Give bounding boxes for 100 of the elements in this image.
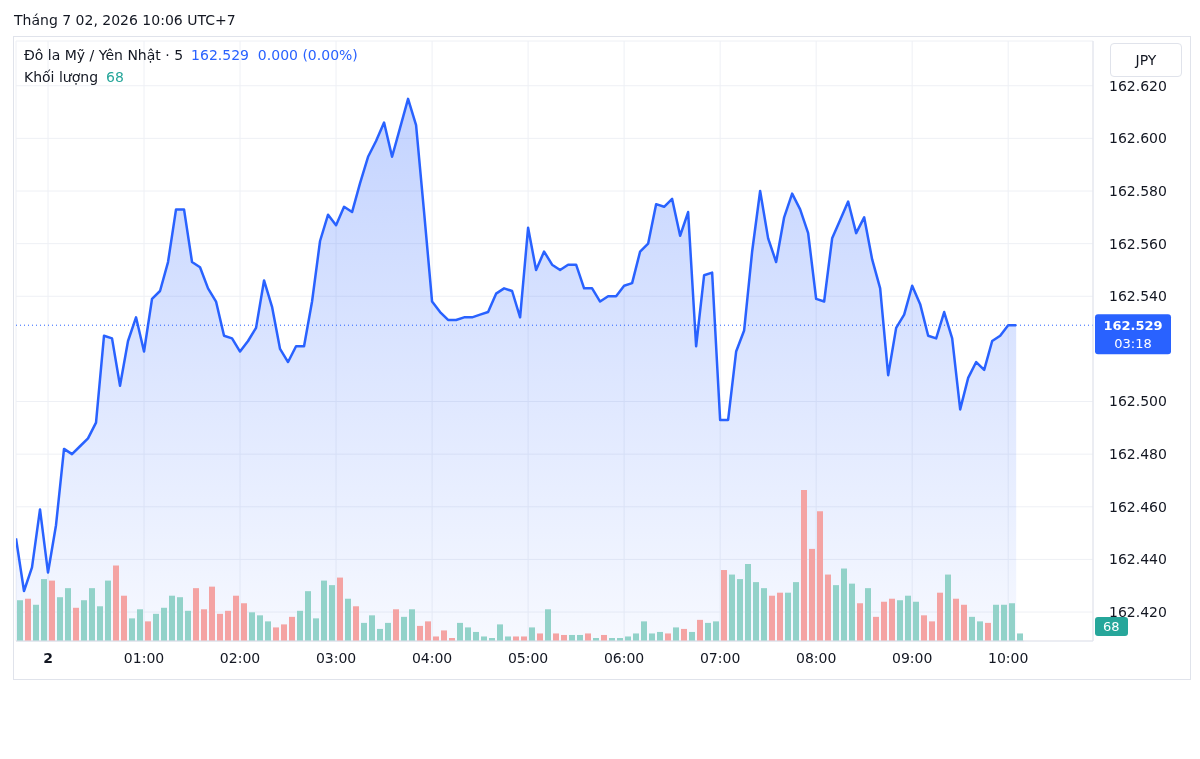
y-tick-label: 162.440 — [1109, 551, 1167, 568]
bar — [233, 595, 239, 641]
bar — [1001, 604, 1007, 641]
bar — [57, 597, 63, 641]
bar — [769, 595, 775, 641]
y-tick-label: 162.480 — [1109, 446, 1167, 463]
bar — [105, 580, 111, 641]
bar — [953, 598, 959, 641]
bar — [121, 595, 127, 641]
bar — [817, 511, 823, 641]
bar — [305, 591, 311, 641]
bar — [49, 580, 55, 641]
bar — [177, 597, 183, 641]
bar — [881, 601, 887, 641]
bar — [17, 600, 23, 641]
bar — [697, 619, 703, 641]
bar — [401, 616, 407, 641]
bar — [809, 548, 815, 641]
bar — [89, 588, 95, 641]
bar — [185, 610, 191, 641]
bar — [841, 568, 847, 641]
x-tick-label: 10:00 — [988, 650, 1029, 666]
bar — [929, 621, 935, 641]
bar — [409, 609, 415, 641]
bar — [713, 621, 719, 641]
bar — [25, 598, 31, 641]
bar — [113, 565, 119, 641]
bar — [441, 630, 447, 641]
bar — [321, 580, 327, 641]
bar — [161, 607, 167, 641]
bar — [905, 595, 911, 641]
y-tick-label: 162.620 — [1109, 77, 1167, 94]
x-tick-label: 05:00 — [507, 650, 549, 666]
bar — [673, 627, 679, 641]
bar — [329, 585, 335, 641]
bar — [833, 585, 839, 641]
chart-title: Đô la Mỹ / Yên Nhật · 5 — [24, 47, 184, 63]
bar — [65, 588, 71, 641]
bar — [97, 606, 103, 641]
bar — [785, 592, 791, 641]
bar — [889, 598, 895, 641]
bar — [193, 588, 199, 641]
bar — [913, 601, 919, 641]
y-tick-label: 162.560 — [1109, 235, 1167, 252]
x-tick-label: 01:00 — [123, 650, 165, 666]
bar — [273, 627, 279, 641]
bar — [545, 609, 551, 641]
bar — [457, 622, 463, 641]
bar — [337, 577, 343, 641]
x-tick-label: 07:00 — [699, 650, 741, 666]
bar — [225, 610, 231, 641]
bar — [385, 622, 391, 641]
bar — [921, 615, 927, 641]
bar — [705, 622, 711, 641]
bar — [993, 604, 999, 641]
bar — [393, 609, 399, 641]
bar — [417, 625, 423, 641]
bar — [753, 582, 759, 641]
bar — [825, 574, 831, 641]
y-tick-label: 162.500 — [1109, 393, 1167, 410]
bar — [801, 490, 807, 641]
x-tick-label: 06:00 — [603, 650, 645, 666]
y-tick-label: 162.600 — [1109, 130, 1167, 147]
bar — [729, 574, 735, 641]
bar — [721, 570, 727, 641]
bar — [985, 622, 991, 641]
bar — [665, 633, 671, 641]
bar — [377, 628, 383, 641]
bar — [1017, 633, 1023, 641]
bar — [73, 607, 79, 641]
text: 68 — [106, 69, 124, 85]
bar — [777, 592, 783, 641]
bar — [865, 588, 871, 641]
bar — [745, 563, 751, 641]
text: Tháng 7 02, 2026 10:06 UTC+7 — [14, 12, 236, 28]
bar — [1009, 603, 1015, 641]
bar — [257, 615, 263, 641]
x-tick-label: 09:00 — [891, 650, 933, 666]
bar — [969, 616, 975, 641]
bar — [33, 604, 39, 641]
bar — [945, 574, 951, 641]
ref-line-label: 162.529 — [1103, 318, 1163, 334]
bar — [737, 579, 743, 641]
bar — [153, 613, 159, 641]
y-tick-label: 162.460 — [1109, 498, 1167, 515]
bar — [241, 603, 247, 641]
bar — [793, 582, 799, 641]
bar — [873, 616, 879, 641]
bar — [977, 621, 983, 641]
text: 03:18 — [1114, 336, 1152, 352]
bar — [497, 624, 503, 641]
bar — [249, 612, 255, 641]
annotation: 162.529 0.000 (0.00%) — [191, 47, 358, 63]
bar — [961, 604, 967, 641]
bar — [41, 579, 47, 641]
bar — [897, 600, 903, 641]
bar — [209, 586, 215, 641]
bar — [169, 595, 175, 641]
bar — [281, 624, 287, 641]
bar — [761, 588, 767, 641]
